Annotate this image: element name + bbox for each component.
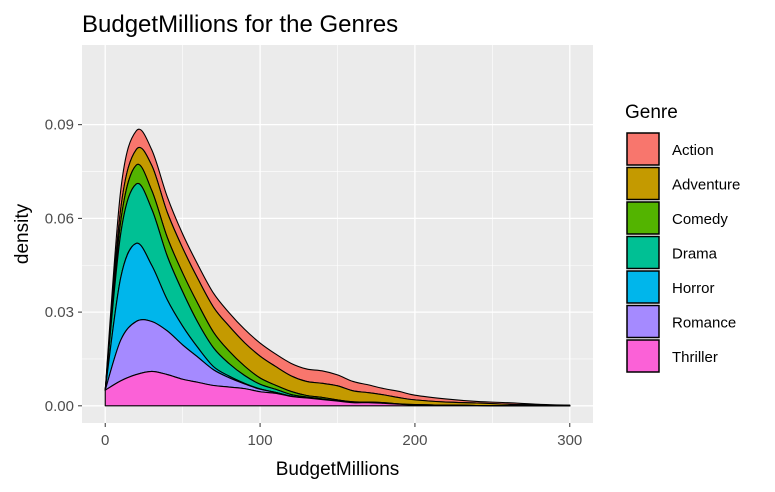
legend-key-romance: [626, 304, 660, 339]
x-tick-label: 100: [248, 432, 273, 449]
legend-label-adventure: Adventure: [672, 177, 740, 194]
legend-key-adventure: [626, 166, 660, 201]
legend-key-comedy: [626, 201, 660, 235]
x-tick-label: 0: [101, 432, 109, 449]
legend-key-horror: [626, 270, 660, 304]
legend-label-romance: Romance: [672, 315, 736, 332]
axes: 0 100 200 300 0.00 0.03 0.06 0.09: [45, 117, 582, 449]
legend-label-thriller: Thriller: [672, 349, 718, 366]
legend-title: Genre: [625, 102, 678, 123]
legend-key-thriller: [626, 339, 660, 373]
y-tick-label: 0.09: [45, 117, 74, 134]
area-thriller: [104, 370, 571, 407]
legend-key-action: [626, 132, 660, 166]
x-tick-label: 200: [402, 432, 427, 449]
x-tick-label: 300: [557, 432, 582, 449]
y-axis-title: density: [12, 203, 33, 264]
legend: Genre Action Adventure Comedy Drama Horror Ro…: [625, 102, 740, 373]
x-axis-title: BudgetMillions: [276, 459, 400, 480]
legend-label-action: Action: [672, 142, 714, 159]
legend-key-drama: [626, 235, 660, 270]
legend-label-comedy: Comedy: [672, 211, 728, 228]
y-tick-label: 0.06: [45, 210, 74, 227]
legend-label-drama: Drama: [672, 246, 718, 263]
y-tick-label: 0.00: [45, 398, 74, 415]
chart-title: BudgetMillions for the Genres: [82, 11, 398, 38]
density-areas: [104, 128, 571, 407]
y-tick-label: 0.03: [45, 304, 74, 321]
legend-label-horror: Horror: [672, 280, 715, 297]
